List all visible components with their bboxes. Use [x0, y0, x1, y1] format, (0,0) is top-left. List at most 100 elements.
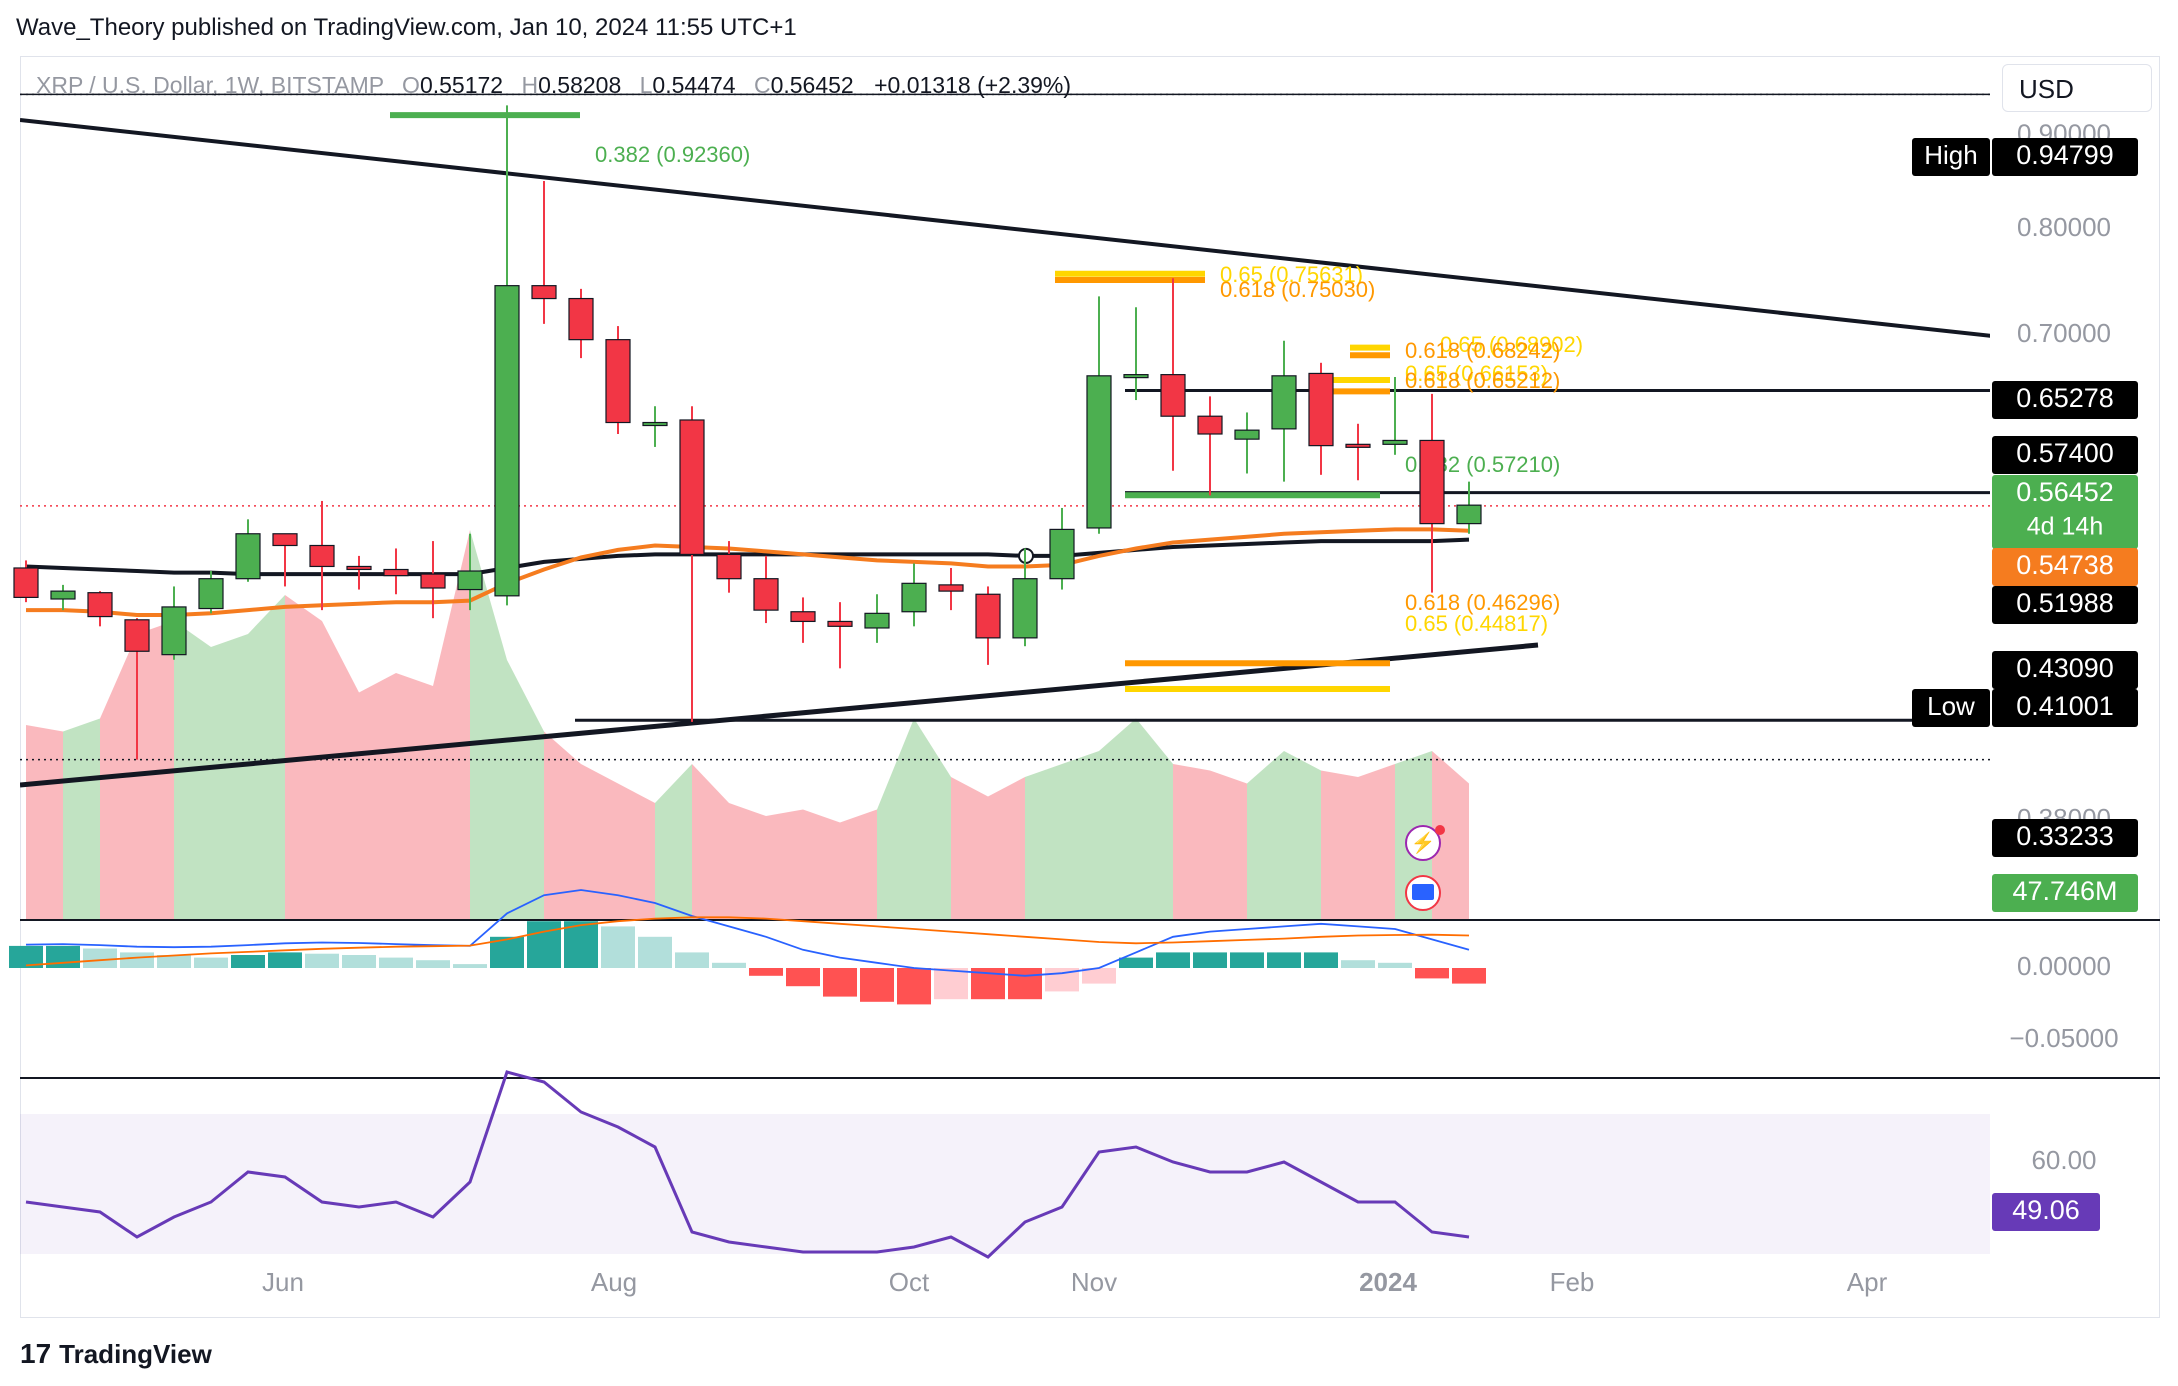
fib-level-label: 0.65 (0.66153) — [1405, 361, 1548, 386]
volume-area-segment — [1210, 770, 1247, 920]
price-axis-label-value: 0.33233 — [2016, 821, 2114, 851]
volume-area-segment — [1432, 751, 1469, 920]
candle-body — [1049, 528, 1075, 580]
candle-body — [827, 620, 853, 627]
volume-area-segment — [248, 595, 285, 920]
price-axis-label-countdown: 4d 14h — [2027, 513, 2103, 541]
tradingview-logo-text: TradingView — [59, 1338, 212, 1369]
macd-histogram-bar — [860, 968, 894, 1002]
price-axis-label-bg — [1992, 381, 2138, 419]
macd-histogram-bar — [934, 968, 968, 1000]
macd-histogram-bar — [1378, 962, 1412, 968]
sma-line — [25, 537, 1470, 577]
macd-histogram-bar — [379, 957, 413, 968]
fib-level-label: 0.618 (0.65212) — [1405, 368, 1560, 393]
price-axis-label-bg — [1992, 436, 2138, 474]
published-by-text: Wave_Theory published on TradingView.com… — [16, 14, 797, 41]
volume-layer — [26, 530, 1469, 920]
candle-body — [679, 419, 705, 556]
price-axis-label-bg — [1992, 651, 2138, 689]
macd-histogram-bar — [1119, 957, 1153, 968]
volume-area-segment — [396, 673, 433, 920]
macd-histogram-bar — [564, 921, 598, 968]
time-axis-tick: Oct — [889, 1267, 930, 1297]
price-axis-label-value: 0.54738 — [2016, 550, 2114, 580]
price-axis-label-value: 0.51988 — [2016, 588, 2114, 618]
rsi-line — [25, 1070, 1470, 1259]
candle-body — [1271, 375, 1297, 430]
macd-histogram-bar — [453, 964, 487, 968]
volume-area-segment — [1358, 764, 1395, 920]
time-axis-tick: Feb — [1550, 1267, 1595, 1297]
volume-area-segment — [729, 803, 766, 920]
candle-body — [383, 568, 409, 577]
macd-histogram-bar — [675, 952, 709, 968]
volume-area-segment — [803, 809, 840, 920]
price-axis-label-value: 0.43090 — [2016, 653, 2114, 683]
time-axis-tick: Nov — [1071, 1267, 1117, 1297]
signal-line — [25, 916, 1470, 967]
candle-body — [346, 565, 372, 571]
lightning-event-icon — [1405, 825, 1441, 861]
macd-histogram-bar — [638, 936, 672, 968]
price-axis-tag-text: Low — [1927, 691, 1975, 721]
currency-button[interactable]: USD — [2002, 64, 2152, 112]
time-axis-tick: 2024 — [1359, 1267, 1417, 1297]
price-axis-label-bg — [1992, 138, 2138, 176]
candle-body — [235, 533, 261, 580]
candle-body — [1345, 443, 1371, 448]
price-axis-tick: 0.80000 — [2017, 212, 2111, 242]
fib-level-label: 0.618 (0.75030) — [1220, 277, 1375, 302]
volume-area-segment — [1247, 751, 1284, 920]
fib-level-label: 0.65 (0.44817) — [1405, 611, 1548, 636]
price-axis-tick: 0.70000 — [2017, 318, 2111, 348]
candle-body — [864, 612, 890, 629]
candle-body — [309, 544, 335, 568]
macd-histogram-bar — [1193, 952, 1227, 968]
price-axis-label-value: 0.56452 — [2016, 477, 2114, 507]
price-axis-label-value: 0.94799 — [2016, 140, 2114, 170]
volume-area-segment — [692, 764, 729, 920]
candle-body — [938, 584, 964, 592]
macd-histogram-bar — [342, 955, 376, 968]
close-label: C — [753, 72, 771, 98]
us-flag-event-glyph — [1412, 884, 1434, 900]
candle-body — [605, 339, 631, 424]
candle-body — [642, 421, 668, 427]
volume-area-segment — [544, 731, 581, 920]
candle-body — [1456, 504, 1482, 525]
price-axis-label-bg — [1992, 874, 2138, 912]
candle-body — [198, 578, 224, 610]
price-axis-tag-text: High — [1924, 140, 1977, 170]
macd-histogram-bar — [268, 952, 302, 968]
volume-area-segment — [988, 777, 1025, 920]
volume-area-segment — [26, 725, 63, 920]
macd-histogram-bar — [305, 953, 339, 968]
price-axis-label-value: 0.65278 — [2016, 383, 2114, 413]
price-axis-label-bg — [1992, 819, 2138, 857]
volume-area-segment — [1321, 770, 1358, 920]
chart-frame — [20, 56, 2160, 1318]
macd-histogram-bar — [416, 960, 450, 968]
volume-area-segment — [1025, 764, 1062, 920]
candle-body — [753, 578, 779, 611]
candle-body — [13, 567, 39, 599]
candle-body — [975, 593, 1001, 639]
macd-histogram-bar — [1452, 968, 1486, 984]
volume-area-segment — [1136, 718, 1173, 920]
candle-body — [420, 573, 446, 589]
volume-area-segment — [951, 777, 988, 920]
macd-histogram-bar — [712, 962, 746, 968]
rsi-band — [20, 1114, 1990, 1254]
volume-area-segment — [470, 530, 507, 920]
candle-body — [50, 590, 76, 600]
macd-histogram-bar — [157, 955, 191, 968]
candles-layer — [13, 105, 1482, 760]
macd-histogram-bar — [749, 968, 783, 976]
candle-body — [124, 619, 150, 652]
high-label: H — [521, 72, 539, 98]
descending-trendline — [20, 118, 1990, 338]
macd-axis-tick: −0.05000 — [2009, 1023, 2118, 1053]
volume-area-segment — [877, 718, 914, 920]
